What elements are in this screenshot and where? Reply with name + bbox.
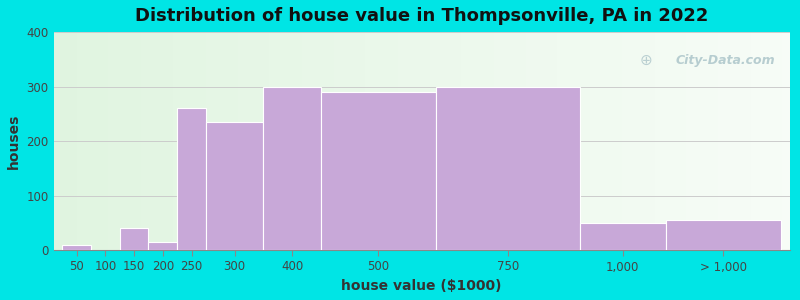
Bar [321,92,436,250]
Bar [580,223,666,250]
Text: City-Data.com: City-Data.com [675,54,775,67]
Bar [206,122,263,250]
Bar [149,242,178,250]
Text: ⊕: ⊕ [640,53,653,68]
X-axis label: house value ($1000): house value ($1000) [342,279,502,293]
Bar [666,220,781,250]
Bar [263,87,321,250]
Bar [120,228,149,250]
Bar [62,244,91,250]
Y-axis label: houses: houses [7,113,21,169]
Title: Distribution of house value in Thompsonville, PA in 2022: Distribution of house value in Thompsonv… [135,7,708,25]
Bar [178,108,206,250]
Bar [436,87,580,250]
